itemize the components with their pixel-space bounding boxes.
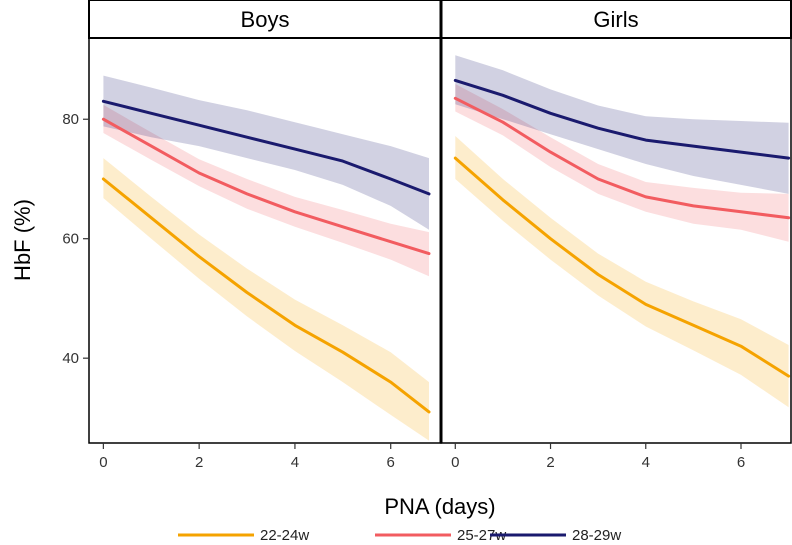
x-tick-label-boys: 6 <box>387 454 395 471</box>
x-tick-label-boys: 4 <box>291 454 299 471</box>
series-line-girls-25-27w <box>453 96 791 220</box>
x-tick-label-girls: 0 <box>451 454 459 471</box>
x-tick-label-girls: 2 <box>546 454 554 471</box>
series-line-boys-25-27w <box>101 117 431 256</box>
y-axis-title: HbF (%) <box>10 199 35 281</box>
series-line-boys-28-29w <box>101 99 431 196</box>
panel-title-boys: Boys <box>241 7 290 32</box>
ci-band-boys-25-27w <box>103 104 430 277</box>
strip-boys <box>88 0 442 39</box>
legend-label-22-24w: 22-24w <box>260 527 309 544</box>
y-tick-label: 40 <box>62 350 79 367</box>
x-tick-label-boys: 2 <box>195 454 203 471</box>
x-tick-label-girls: 4 <box>642 454 650 471</box>
ci-band-boys-28-29w <box>103 75 430 230</box>
legend-label-25-27w: 25-27w <box>457 527 506 544</box>
strip-girls <box>440 0 792 39</box>
y-tick-label: 60 <box>62 231 79 248</box>
series-line-boys-22-24w <box>101 177 431 414</box>
x-tick-label-girls: 6 <box>737 454 745 471</box>
legend: 22-24w 25-27w 28-29w <box>178 527 621 544</box>
x-axis-title: PNA (days) <box>384 494 495 519</box>
x-tick-label-boys: 0 <box>99 454 107 471</box>
y-tick-label: 80 <box>62 111 79 128</box>
series-line-girls-28-29w <box>453 78 791 160</box>
panel-title-girls: Girls <box>593 7 638 32</box>
ci-band-girls-22-24w <box>455 136 789 408</box>
ci-band-girls-28-29w <box>455 55 789 194</box>
ci-band-girls-25-27w <box>455 84 789 242</box>
ci-band-boys-22-24w <box>103 158 430 441</box>
legend-label-28-29w: 28-29w <box>572 527 621 544</box>
series-line-girls-22-24w <box>453 156 791 378</box>
